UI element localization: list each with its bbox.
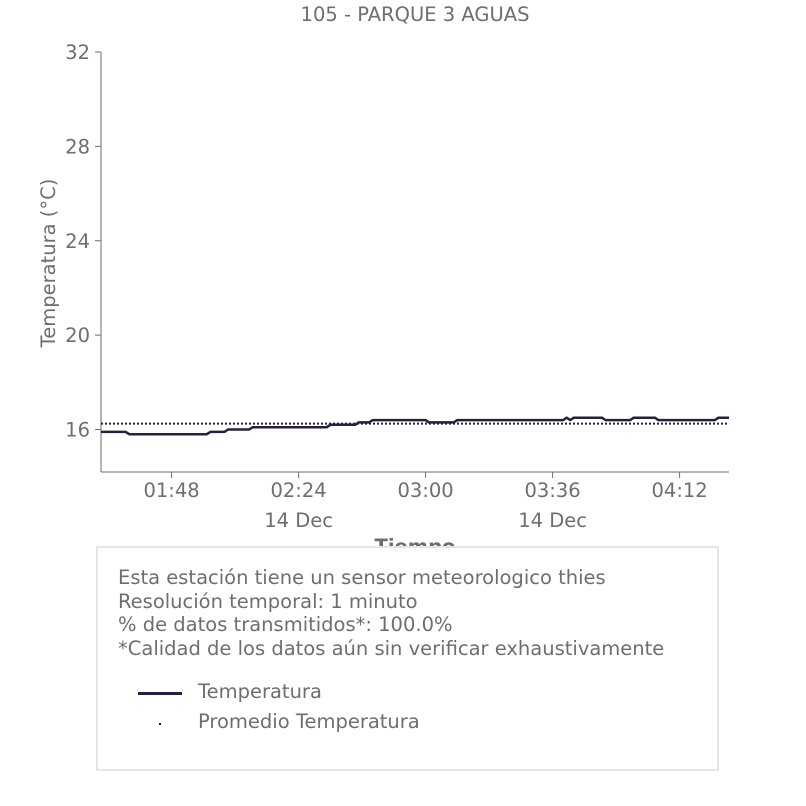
y-tick-label: 20 (65, 324, 90, 347)
x-tick-label: 02:24 (270, 479, 326, 502)
series-temperatura (101, 416, 729, 436)
y-tick-label: 16 (65, 419, 90, 442)
info-quality-line: *Calidad de los datos aún sin verificar … (118, 636, 665, 660)
y-tick-label: 28 (65, 135, 90, 158)
info-resolution-line: Resolución temporal: 1 minuto (118, 589, 418, 613)
legend-swatch-promedio (159, 723, 161, 725)
x-tick-date-label: 14 Dec (518, 509, 587, 532)
legend-label-promedio: Promedio Temperatura (198, 710, 420, 733)
info-text: Esta estación tiene un sensor meteorolog… (118, 566, 664, 660)
series-layer (101, 416, 729, 436)
x-tick-label: 04:12 (652, 479, 708, 502)
y-ticks: 16 20 24 28 32 (65, 41, 101, 442)
info-transmitted-line: % de datos transmitidos*: 100.0% (118, 613, 453, 636)
x-tick-label: 01:48 (143, 479, 199, 502)
chart-title: 105 - PARQUE 3 AGUAS (301, 3, 530, 26)
x-tick-label: 03:00 (397, 479, 453, 502)
x-ticks: 01:48 02:24 14 Dec 03:00 03:36 14 Dec 04:12 (143, 472, 708, 532)
info-box: Esta estación tiene un sensor meteorolog… (96, 546, 719, 771)
x-tick-label: 03:36 (524, 479, 580, 502)
x-tick-date-label: 14 Dec (264, 509, 333, 532)
legend-label-temperatura: Temperatura (198, 680, 322, 703)
y-axis-label: Temperatura (°C) (37, 179, 60, 349)
y-tick-label: 24 (65, 230, 90, 253)
legend-swatch-temperatura (138, 692, 182, 695)
y-tick-label: 32 (65, 41, 90, 64)
info-sensor-line: Esta estación tiene un sensor meteorolog… (118, 566, 606, 589)
